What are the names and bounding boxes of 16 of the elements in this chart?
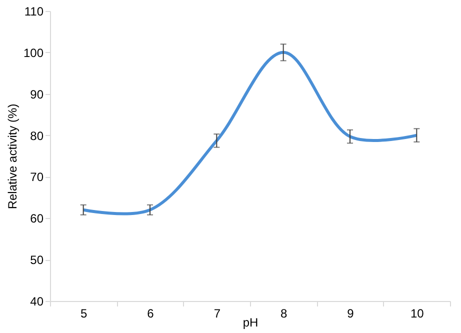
y-axis-title: Relative activity (%)	[5, 104, 20, 210]
y-tick-label: 100	[23, 46, 44, 60]
y-tick-label: 110	[24, 4, 44, 18]
x-tick-label: 5	[80, 306, 88, 320]
y-tick-label: 40	[30, 294, 44, 308]
x-tick-label: 7	[214, 306, 221, 320]
y-tick-label: 50	[30, 253, 44, 268]
y-tick-label: 80	[30, 128, 44, 143]
x-tick-label: 9	[347, 306, 354, 320]
y-tick-label: 60	[30, 212, 44, 226]
x-tick-label: 8	[280, 306, 288, 320]
x-axis-title: pH	[242, 316, 258, 330]
x-tick-label: 10	[410, 306, 424, 320]
y-tick-label: 90	[30, 87, 44, 102]
y-tick-label: 70	[30, 170, 44, 184]
x-tick-label: 6	[147, 306, 154, 320]
